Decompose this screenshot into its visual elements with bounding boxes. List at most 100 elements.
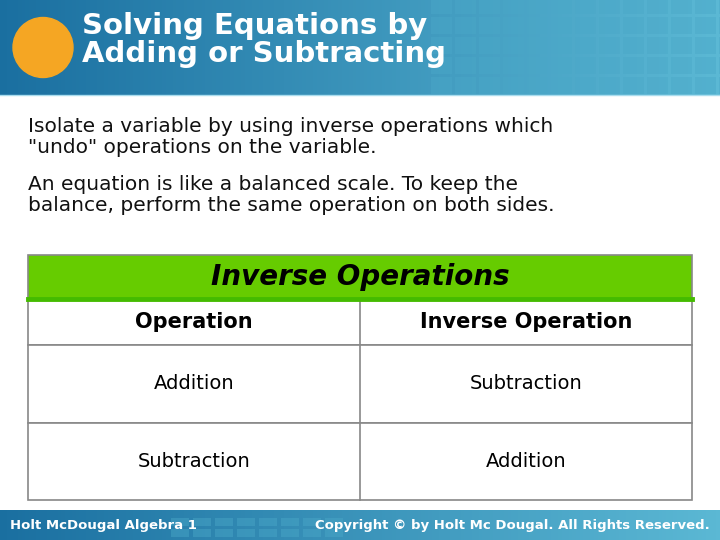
Bar xyxy=(166,0,169,95)
Bar xyxy=(482,510,486,540)
Bar xyxy=(306,0,310,95)
Bar xyxy=(360,0,364,95)
Bar xyxy=(562,510,565,540)
Bar xyxy=(612,0,616,95)
Bar xyxy=(544,510,547,540)
Bar xyxy=(122,0,126,95)
Bar xyxy=(486,0,490,95)
Bar xyxy=(637,510,641,540)
Bar xyxy=(599,17,620,34)
Bar xyxy=(342,510,346,540)
Bar xyxy=(263,0,266,95)
Bar xyxy=(328,0,331,95)
Bar xyxy=(641,510,644,540)
Bar xyxy=(14,0,18,95)
Bar xyxy=(54,0,58,95)
Bar xyxy=(302,510,306,540)
Bar xyxy=(551,57,572,74)
Bar xyxy=(455,77,476,94)
Bar xyxy=(431,57,452,74)
Bar xyxy=(302,0,306,95)
Bar xyxy=(313,0,317,95)
Bar xyxy=(22,0,25,95)
Bar xyxy=(284,510,288,540)
Bar xyxy=(234,510,238,540)
Bar xyxy=(475,510,479,540)
Bar xyxy=(522,510,526,540)
Bar xyxy=(691,0,695,95)
Bar xyxy=(580,0,583,95)
Bar xyxy=(547,510,551,540)
Bar xyxy=(575,57,596,74)
Bar xyxy=(266,510,270,540)
Bar xyxy=(385,510,389,540)
Bar xyxy=(205,510,209,540)
Bar xyxy=(583,510,587,540)
Text: Adding or Subtracting: Adding or Subtracting xyxy=(82,40,446,68)
Bar xyxy=(4,0,7,95)
Bar xyxy=(58,0,61,95)
Bar xyxy=(284,0,288,95)
Bar xyxy=(526,510,529,540)
Bar xyxy=(590,0,594,95)
Bar xyxy=(634,510,637,540)
Bar xyxy=(527,77,548,94)
Bar xyxy=(527,0,548,14)
Bar xyxy=(230,0,234,95)
Bar xyxy=(68,510,72,540)
Bar xyxy=(126,0,130,95)
Bar xyxy=(227,510,230,540)
Bar xyxy=(299,510,302,540)
Bar xyxy=(464,0,468,95)
Circle shape xyxy=(13,17,73,78)
Bar xyxy=(554,510,558,540)
Bar xyxy=(558,0,562,95)
Bar xyxy=(162,510,166,540)
Bar xyxy=(536,0,540,95)
Bar xyxy=(180,0,184,95)
Text: An equation is like a balanced scale. To keep the: An equation is like a balanced scale. To… xyxy=(28,175,518,194)
Bar xyxy=(601,510,605,540)
Bar xyxy=(472,510,475,540)
Bar xyxy=(18,510,22,540)
Bar xyxy=(623,77,644,94)
Bar xyxy=(25,0,29,95)
Bar xyxy=(173,0,176,95)
Bar xyxy=(36,510,40,540)
Bar xyxy=(522,0,526,95)
Bar xyxy=(662,510,666,540)
Bar xyxy=(626,510,630,540)
Bar xyxy=(670,0,673,95)
Bar xyxy=(414,510,418,540)
Bar xyxy=(303,518,321,526)
Bar xyxy=(382,510,385,540)
Bar xyxy=(407,510,410,540)
Bar xyxy=(450,0,454,95)
Bar xyxy=(11,0,14,95)
Bar xyxy=(431,77,452,94)
Bar xyxy=(277,510,281,540)
Bar xyxy=(58,510,61,540)
Bar xyxy=(540,510,544,540)
Bar xyxy=(702,0,706,95)
Bar xyxy=(238,510,241,540)
Bar xyxy=(702,510,706,540)
Bar xyxy=(580,510,583,540)
Bar xyxy=(527,37,548,54)
Bar xyxy=(709,510,713,540)
Bar xyxy=(169,0,173,95)
Text: Operation: Operation xyxy=(135,312,253,332)
Bar xyxy=(245,0,248,95)
Bar xyxy=(346,510,349,540)
Bar xyxy=(353,510,356,540)
Bar xyxy=(86,0,90,95)
Bar xyxy=(313,510,317,540)
Bar xyxy=(671,17,692,34)
Bar xyxy=(594,0,598,95)
Bar xyxy=(43,0,47,95)
Bar xyxy=(374,0,378,95)
Bar xyxy=(32,510,36,540)
Bar xyxy=(270,0,274,95)
Bar xyxy=(216,510,220,540)
Bar xyxy=(652,510,655,540)
